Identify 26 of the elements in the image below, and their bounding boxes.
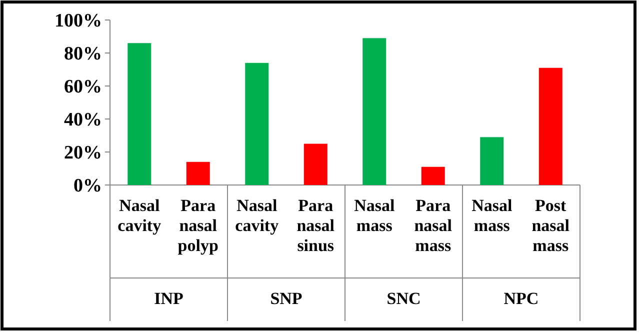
bar — [362, 38, 386, 185]
y-tick-label: 80% — [64, 44, 102, 65]
x-tick-label: Nasal cavity — [118, 196, 162, 235]
x-tick-label: Nasal mass — [472, 196, 512, 235]
y-tick-label: 20% — [64, 142, 102, 164]
text: SNP — [270, 289, 302, 308]
bar — [245, 62, 269, 185]
y-tick-label: 0% — [74, 176, 102, 197]
x-tick-label: Post nasal mass — [532, 196, 570, 255]
bar — [480, 137, 504, 185]
bar — [128, 43, 152, 185]
x-tick-label: Nasal mass — [354, 196, 395, 235]
bar — [186, 162, 210, 185]
y-tick-label: 60% — [64, 76, 102, 98]
x-tick-label: Para nasal polyp — [178, 196, 218, 255]
text: SNC — [386, 289, 421, 308]
x-tick-label: Para nasal mass — [414, 196, 452, 255]
bar — [421, 166, 445, 185]
bar — [304, 144, 328, 185]
y-tick-label: 100% — [54, 10, 102, 32]
x-tick-label: Nasal cavity — [235, 196, 280, 235]
y-tick-label: 40% — [64, 110, 102, 131]
text: INP — [154, 289, 184, 308]
bar — [538, 68, 562, 185]
text: NPC — [504, 289, 539, 308]
x-tick-label: Para nasal sinus — [296, 196, 335, 255]
